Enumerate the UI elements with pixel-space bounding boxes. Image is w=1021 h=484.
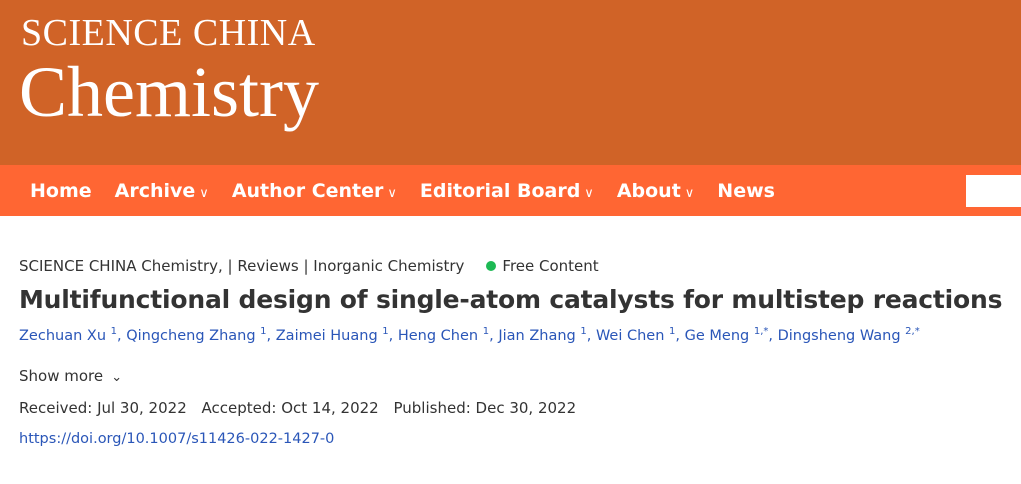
affiliation-marker: 1 <box>260 326 267 337</box>
author-link[interactable]: Dingsheng Wang 2,* <box>777 326 920 344</box>
show-more-button[interactable]: Show more ⌄ <box>19 366 123 385</box>
doi-link[interactable]: https://doi.org/10.1007/s11426-022-1427-… <box>19 430 335 447</box>
author-link[interactable]: Zaimei Huang 1 <box>275 326 389 344</box>
nav-about[interactable]: About ∨ <box>616 179 695 202</box>
search-input[interactable] <box>966 175 1021 207</box>
author-link[interactable]: Ge Meng 1,* <box>684 326 769 344</box>
author-link[interactable]: Wei Chen 1 <box>595 326 676 344</box>
affiliation-marker: 1 <box>110 326 117 337</box>
chevron-down-icon: ∨ <box>199 185 209 201</box>
free-content-dot-icon <box>486 261 497 271</box>
article-dates: Received: Jul 30, 2022 Accepted: Oct 14,… <box>19 399 1021 417</box>
nav-home[interactable]: Home <box>30 179 92 202</box>
affiliation-marker: 1 <box>382 326 389 337</box>
affiliation-marker: 1 <box>580 326 587 337</box>
published-date: Published: Dec 30, 2022 <box>393 398 577 417</box>
chevron-down-icon: ⌄ <box>107 369 123 385</box>
nav-news[interactable]: News <box>717 179 775 202</box>
author-link[interactable]: Zechuan Xu 1 <box>19 326 117 344</box>
chevron-down-icon: ∨ <box>584 185 594 201</box>
affiliation-marker: 2,* <box>905 326 920 337</box>
nav-archive[interactable]: Archive ∨ <box>114 179 209 202</box>
nav-author-center[interactable]: Author Center ∨ <box>231 179 397 202</box>
received-date: Received: Jul 30, 2022 <box>19 398 187 417</box>
journal-name-line1: SCIENCE CHINA <box>21 12 316 54</box>
free-content-label: Free Content <box>502 257 599 275</box>
article-title: Multifunctional design of single-atom ca… <box>19 285 1003 314</box>
author-link[interactable]: Jian Zhang 1 <box>498 326 587 344</box>
journal-banner: SCIENCE CHINA Chemistry <box>0 0 1021 165</box>
chevron-down-icon: ∨ <box>387 185 397 201</box>
article-category: SCIENCE CHINA Chemistry, | Reviews | Ino… <box>19 257 465 275</box>
journal-name-line2: Chemistry <box>19 52 319 132</box>
author-list: Zechuan Xu 1, Qingcheng Zhang 1, Zaimei … <box>19 326 920 344</box>
affiliation-marker: 1 <box>669 326 676 337</box>
affiliation-marker: 1 <box>482 326 490 337</box>
author-link[interactable]: Heng Chen 1 <box>397 326 490 344</box>
main-nav: Home Archive ∨ Author Center ∨ Editorial Boar… <box>0 165 1021 216</box>
nav-editorial-board[interactable]: Editorial Board ∨ <box>419 179 594 202</box>
author-link[interactable]: Qingcheng Zhang 1 <box>126 326 267 344</box>
chevron-down-icon: ∨ <box>684 185 695 201</box>
affiliation-marker: 1,* <box>753 326 769 337</box>
accepted-date: Accepted: Oct 14, 2022 <box>201 398 379 417</box>
